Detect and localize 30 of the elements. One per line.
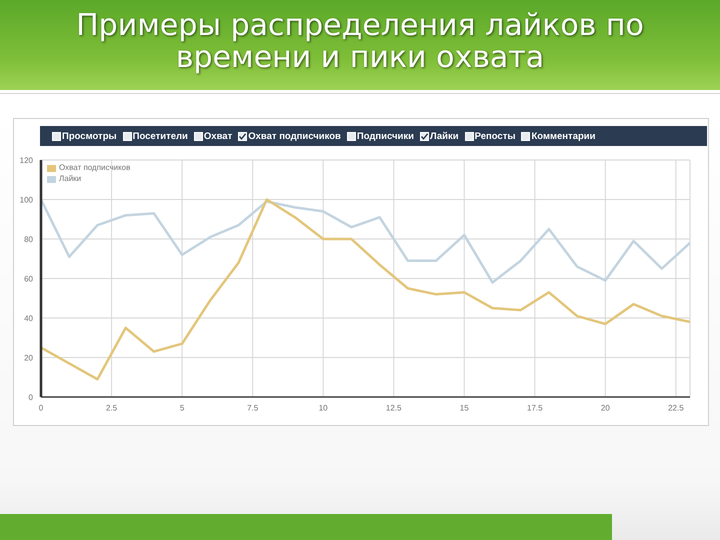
x-tick-label: 10 (318, 404, 328, 413)
y-tick-label: 40 (24, 314, 34, 323)
x-tick-label: 7.5 (247, 404, 259, 413)
x-tick-label: 12.5 (386, 404, 402, 413)
x-tick-label: 0 (38, 404, 44, 413)
x-tick-label: 2.5 (106, 404, 118, 413)
y-tick-label: 120 (20, 156, 34, 165)
x-tick-label: 15 (460, 404, 470, 413)
line-series (41, 198, 690, 284)
x-tick-label: 5 (180, 404, 185, 413)
y-tick-label: 20 (24, 353, 34, 362)
text: Подписчики (356, 130, 414, 142)
legend-label: Лайки (59, 174, 82, 184)
text: Лайки (430, 130, 459, 142)
text: Посетители (132, 130, 188, 142)
y-tick-label: 0 (28, 392, 34, 402)
x-tick-label: 22.5 (668, 404, 684, 413)
text: Просмотры (62, 130, 117, 142)
y-tick-label: 100 (20, 195, 34, 204)
text: Охват подписчиков (248, 130, 341, 142)
legend-label: Охват подписчиков (59, 163, 130, 173)
text: Комментарии (531, 130, 596, 142)
y-tick-label: 60 (24, 274, 34, 284)
x-tick-label: 20 (600, 404, 610, 413)
text: Охват (204, 130, 232, 142)
text: Репосты (474, 130, 516, 142)
chart-title: Примеры распределения лайков по времени и пики охвата (76, 8, 644, 75)
line-series (41, 198, 690, 380)
x-tick-label: 17.5 (527, 404, 544, 413)
y-tick-label: 80 (24, 234, 34, 244)
